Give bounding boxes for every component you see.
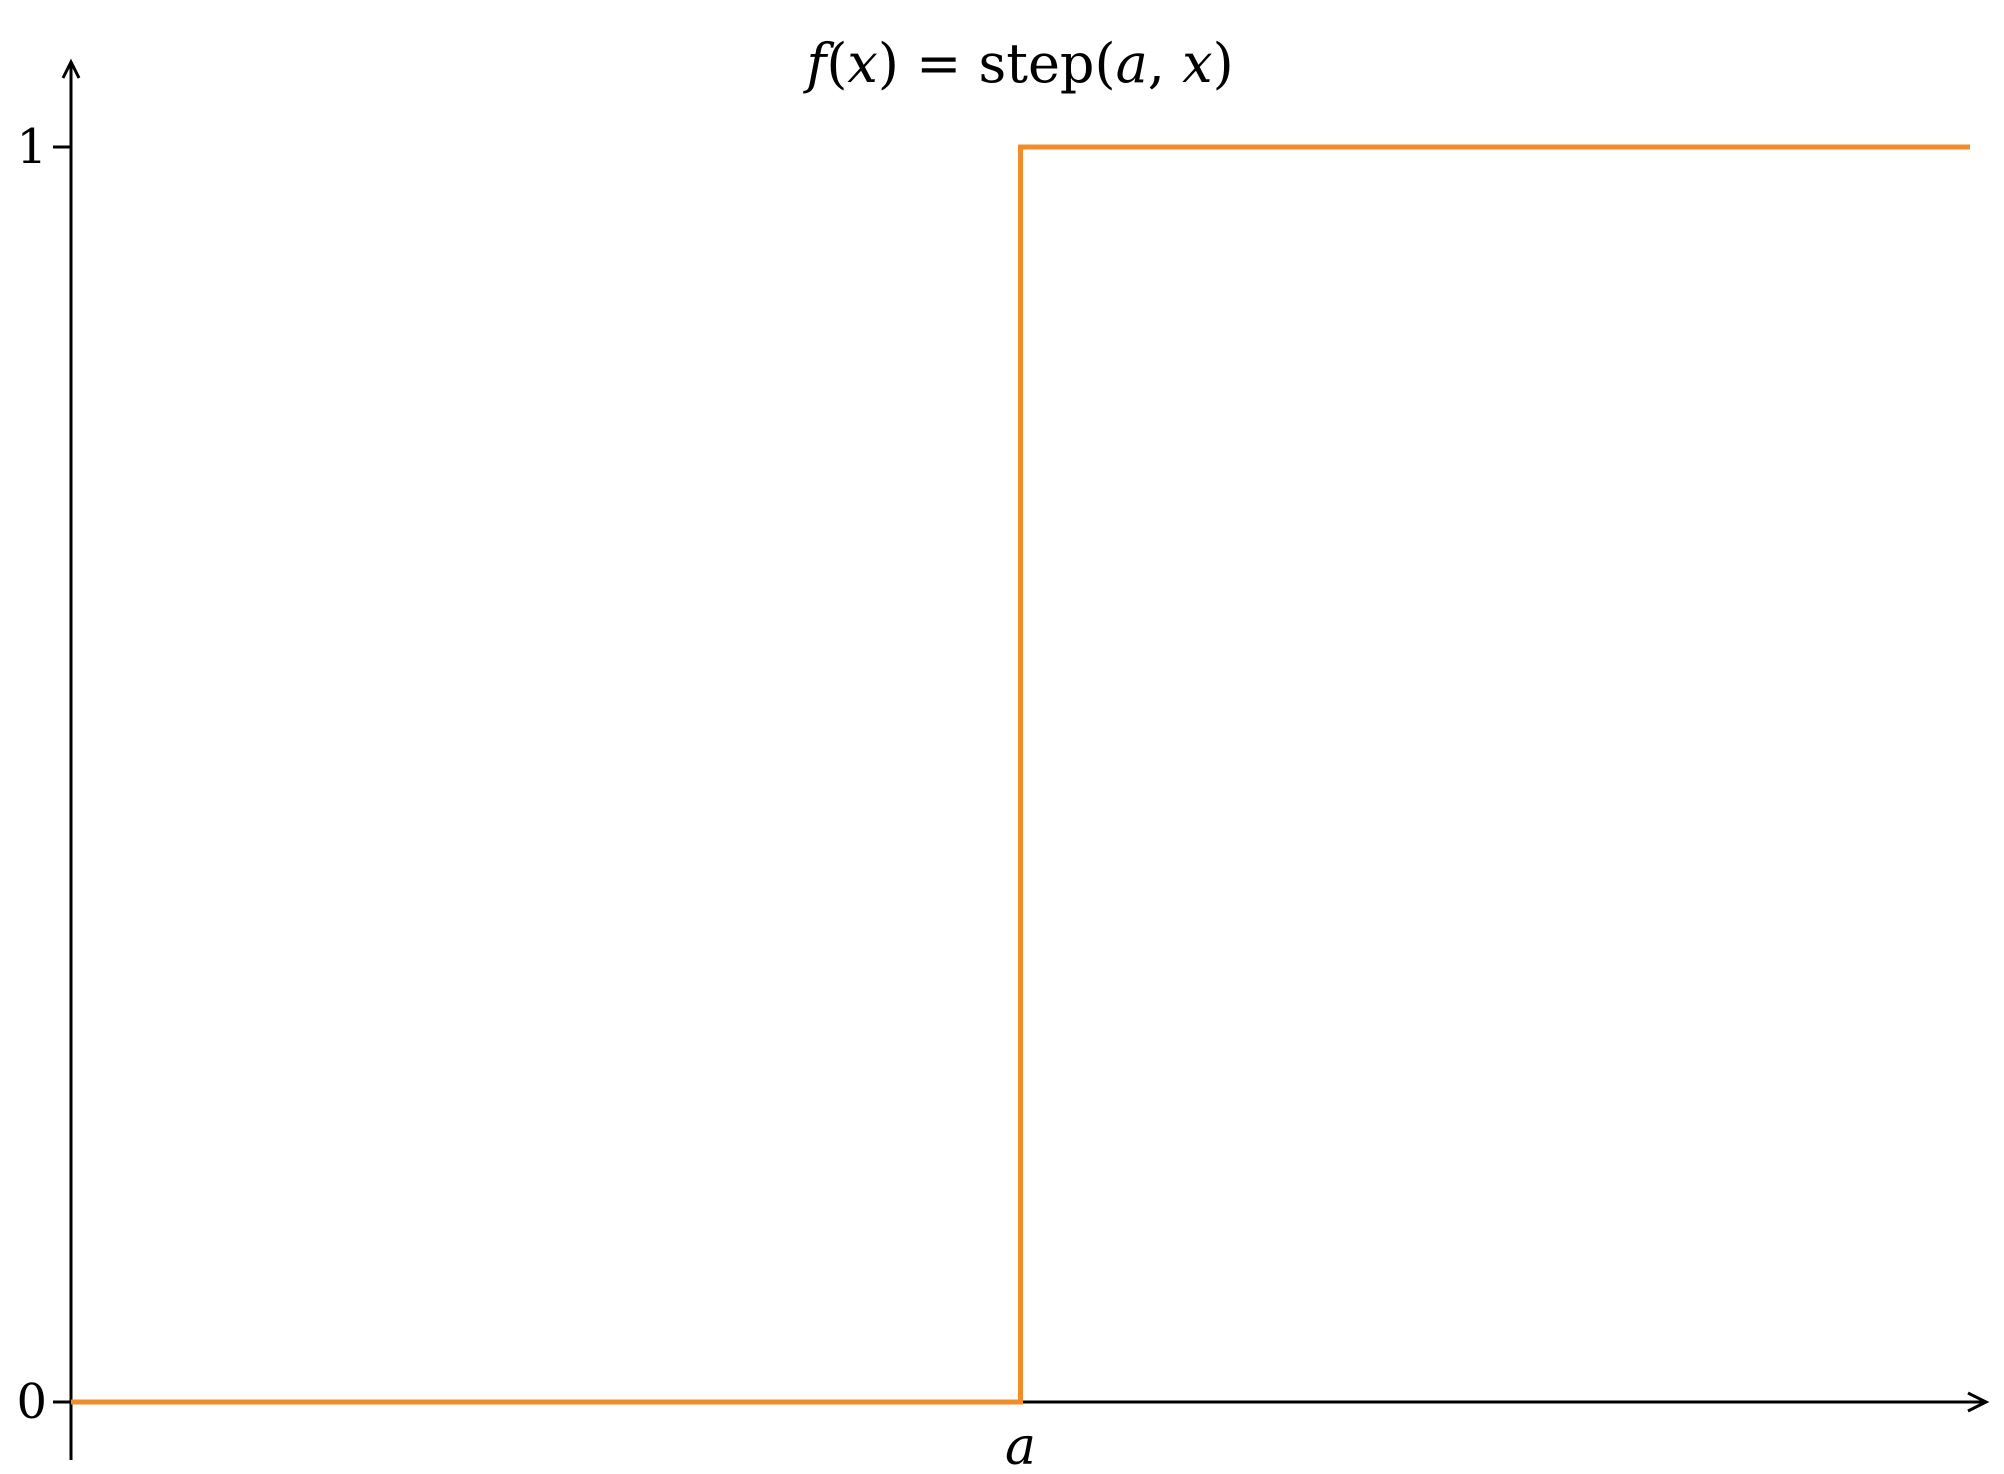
step-series-line <box>71 144 1970 1405</box>
chart-title: f(x) = step(a, x) <box>802 32 1233 95</box>
series-layer <box>71 144 1970 1405</box>
y-tick-label: 0 <box>16 1374 47 1430</box>
x-axis-arrowhead <box>1967 1391 1990 1413</box>
x-marker-label: a <box>1005 1417 1036 1474</box>
y-tick-label: 1 <box>16 119 47 175</box>
axes <box>61 58 1990 1460</box>
x-marker: a <box>1005 1417 1036 1474</box>
y-axis-arrowhead <box>61 58 81 79</box>
y-ticks: 01 <box>16 119 71 1430</box>
